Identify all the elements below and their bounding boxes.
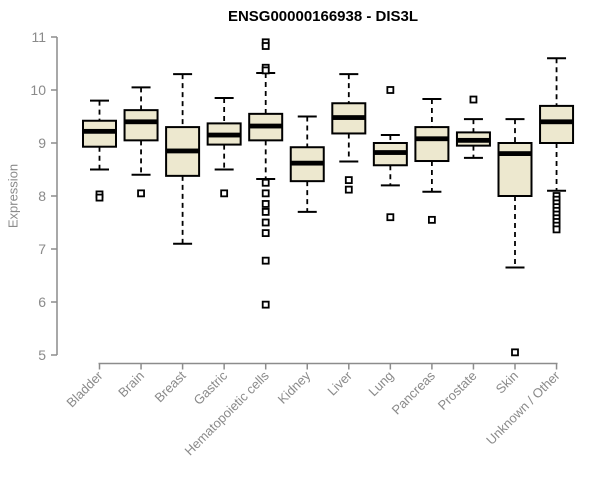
outlier-point [344, 185, 353, 194]
median-line [124, 119, 158, 125]
outlier-point [386, 86, 395, 94]
x-tick-label: Brain [115, 368, 147, 400]
median-line [207, 132, 241, 138]
x-tick-label: Skin [493, 368, 521, 396]
outlier-point [261, 66, 270, 75]
median-line [498, 151, 532, 156]
y-tick-label: 6 [38, 294, 46, 310]
median-line [166, 148, 200, 154]
x-tick-label: Pancreas [389, 368, 439, 418]
y-tick-label: 5 [38, 347, 46, 363]
median-line [249, 123, 283, 129]
outlier-point [137, 189, 145, 198]
outlier-point [469, 95, 478, 104]
box-rect [123, 109, 159, 142]
box-rect [414, 126, 450, 163]
outlier-point [261, 229, 270, 238]
x-tick-label: Breast [152, 368, 189, 405]
outlier-point [552, 225, 561, 234]
outlier-point [261, 300, 270, 309]
median-line [373, 150, 407, 155]
box-rect [539, 104, 575, 144]
outlier-point [344, 176, 353, 185]
median-line [290, 160, 324, 166]
outlier-point [386, 213, 395, 222]
x-tick-label: Lung [365, 368, 396, 399]
outlier-point [261, 200, 270, 208]
y-tick-label: 10 [30, 82, 46, 98]
outlier-point [511, 348, 519, 357]
x-tick-label: Gastric [191, 368, 231, 408]
median-line [332, 115, 366, 120]
y-tick-label: 8 [38, 188, 46, 204]
outlier-point [261, 189, 270, 198]
outlier-point [261, 178, 270, 187]
median-line [540, 119, 574, 125]
y-tick-label: 9 [38, 135, 46, 151]
x-tick-label: Prostate [435, 368, 480, 413]
x-tick-label: Liver [324, 368, 355, 399]
median-line [83, 128, 116, 134]
outlier-point [261, 218, 270, 227]
outlier-point [220, 189, 229, 198]
y-tick-label: 11 [31, 29, 46, 45]
x-tick-label: Kidney [275, 368, 314, 407]
x-tick-label: Unknown / Other [483, 368, 563, 448]
outlier-point [261, 207, 270, 216]
outlier-point [95, 193, 104, 202]
chart-title: ENSG00000166938 - DIS3L [227, 8, 419, 25]
median-line [456, 137, 490, 143]
y-tick-label: 7 [38, 241, 46, 257]
outlier-point [261, 42, 270, 50]
x-tick-label: Bladder [63, 368, 106, 411]
median-line [415, 136, 449, 142]
box-rect [497, 142, 533, 197]
outlier-point [261, 256, 270, 265]
outlier-point [427, 215, 436, 224]
